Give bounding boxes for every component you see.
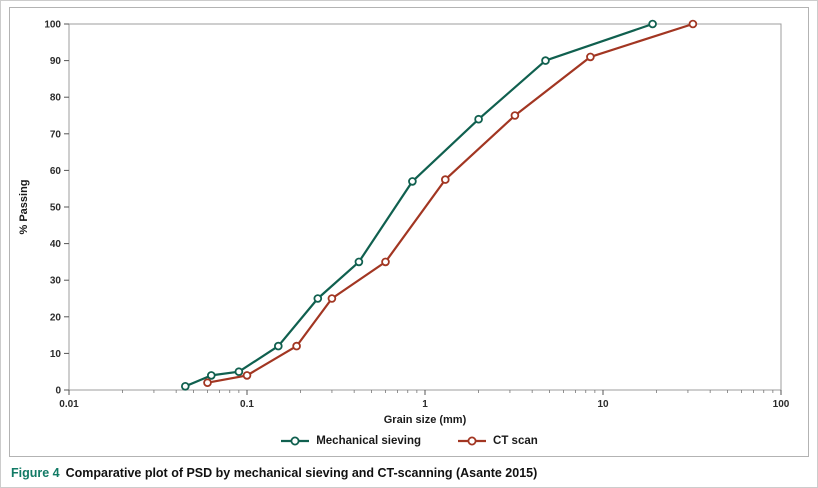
legend-marker-icon [281, 436, 310, 446]
x-tick-label: 10 [597, 399, 609, 410]
y-tick-label: 70 [50, 129, 62, 140]
x-tick-label: 100 [773, 399, 790, 410]
chart-container: 0 10 20 30 40 50 60 70 80 90 100 0.01 0.1 1 10 100 Grain… [9, 7, 809, 457]
legend-item: CT scan [457, 435, 538, 447]
x-axis-title: Grain size (mm) [384, 414, 467, 426]
y-tick-label: 10 [50, 349, 62, 360]
data-point-marker [474, 114, 483, 124]
y-axis-title: % Passing [18, 179, 30, 234]
chart-legend: Mechanical sieving CT scan [10, 430, 808, 452]
data-point-marker [242, 371, 252, 380]
y-tick-label: 60 [50, 166, 62, 177]
data-point-marker [381, 257, 390, 267]
data-point-marker [408, 177, 417, 186]
y-tick-label: 30 [50, 276, 62, 287]
y-tick-label: 50 [50, 203, 62, 214]
data-point-marker [510, 111, 520, 120]
data-point-marker [688, 19, 698, 29]
data-point-marker [273, 341, 283, 351]
data-point-marker [541, 56, 550, 65]
series-line [184, 22, 654, 388]
data-point-marker [292, 341, 301, 351]
y-tick-label: 90 [50, 56, 62, 67]
data-point-marker [207, 371, 216, 380]
data-point-marker [313, 294, 323, 303]
x-tick-label: 0.1 [240, 399, 254, 410]
data-point-marker [586, 52, 595, 62]
figure-caption-text: Comparative plot of PSD by mechanical si… [65, 466, 538, 480]
y-tick-label: 0 [55, 386, 61, 397]
y-tick-label: 80 [50, 93, 62, 104]
data-point-marker [440, 175, 450, 184]
legend-label: Mechanical sieving [316, 435, 422, 447]
y-tick-label: 20 [50, 312, 62, 323]
y-tick-label: 40 [50, 239, 62, 250]
data-point-marker [354, 257, 364, 267]
series-line [206, 22, 694, 384]
legend-marker-icon [458, 436, 487, 446]
x-tick-label: 1 [422, 399, 428, 410]
x-tick-label: 0.01 [59, 399, 79, 410]
data-point-marker [203, 378, 212, 388]
figure-caption: Figure 4 Comparative plot of PSD by mecha… [11, 466, 817, 480]
legend-label: CT scan [493, 435, 538, 447]
data-point-marker [327, 294, 337, 303]
data-point-marker [648, 19, 657, 29]
data-point-marker [234, 367, 244, 377]
data-point-marker [181, 381, 190, 391]
legend-item: Mechanical sieving [280, 435, 421, 447]
figure-caption-label: Figure 4 [11, 466, 60, 480]
y-tick-label: 100 [44, 20, 61, 31]
chart-svg: 0 10 20 30 40 50 60 70 80 90 100 0.01 0.1 1 10 100 Grain… [18, 19, 790, 427]
